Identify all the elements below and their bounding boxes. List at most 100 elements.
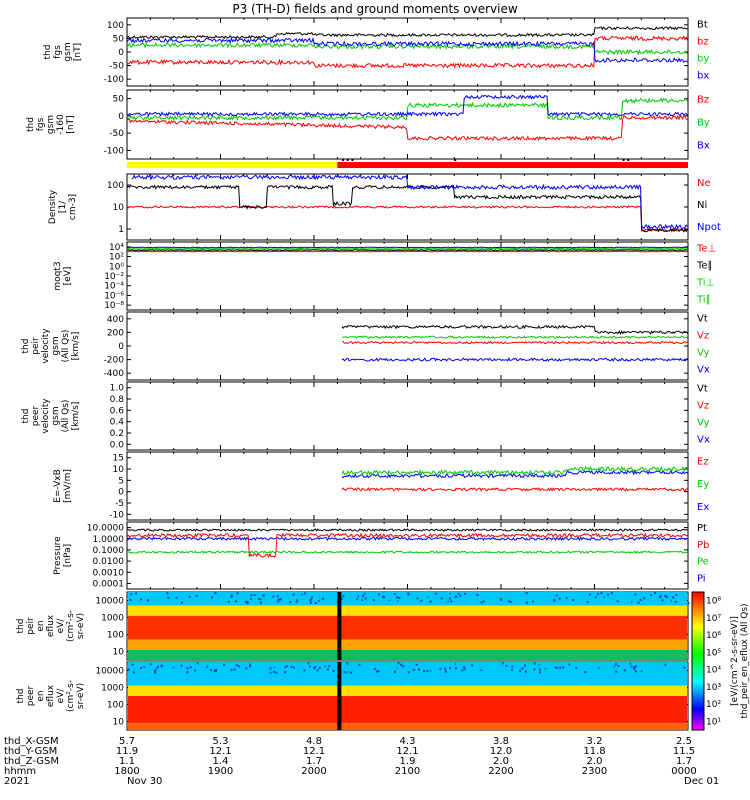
panel-peir-en-speckle [543, 593, 546, 596]
panel-pressure-ylabel: Pressure [nPa] [53, 536, 73, 575]
panel-peir-en-speckle [524, 601, 527, 604]
panel-peir-en-band [128, 615, 687, 640]
panel-peer-en-speckle [379, 663, 382, 666]
panel-peer-en-speckle [602, 668, 605, 671]
panel-peir-en-speckle [498, 596, 501, 599]
panel-peer-vel-ytick-label: 0.4 [110, 418, 125, 428]
panel-peer-en-speckle [245, 667, 248, 670]
panel-peer-en-speckle [127, 668, 130, 671]
panel-peir-en-speckle [525, 601, 528, 604]
panel-peer-en-speckle [628, 663, 631, 666]
panel-peir-en-speckle [420, 593, 423, 596]
panel-density-ytick-label: 1 [118, 225, 124, 235]
panel-peer-en-speckle [520, 669, 523, 672]
panel-peer-en-speckle [597, 666, 600, 669]
panel-peir-en-speckle [598, 594, 601, 597]
panel-peer-en-speckle [604, 669, 607, 672]
panel-peir-en-speckle [214, 592, 217, 595]
panel-peir-en-speckle [311, 596, 314, 599]
panel-peir-en-speckle [579, 597, 582, 600]
orbit-value: 3.2 [587, 736, 603, 747]
panel-peer-en-speckle [275, 671, 278, 674]
panel-peer-en-speckle [621, 662, 624, 665]
panel-peer-en-speckle [186, 671, 189, 674]
panel-peer-en-speckle [444, 670, 447, 673]
panel-peir-en-speckle [432, 592, 435, 595]
panel-peir-en-speckle [192, 598, 195, 601]
panel-fgs-ylabel: thd fgs gsm [nT] [43, 42, 83, 61]
panel-peir-en-speckle [464, 592, 467, 595]
panel-peer-en-speckle [245, 672, 248, 675]
panel-peir-en-speckle [262, 594, 265, 597]
series-te-perp [126, 250, 688, 253]
panel-peir-en-speckle [416, 597, 419, 600]
panel-peer-en-speckle [453, 662, 456, 665]
panel-peer-en-speckle [657, 666, 660, 669]
orbit-value: 11.9 [116, 746, 138, 757]
panel-density-legend-Ne: Ne [697, 178, 711, 189]
panel-peir-en-speckle [262, 596, 265, 599]
panel-peir-en-speckle [276, 595, 279, 598]
panel-peir-en-speckle [429, 600, 432, 603]
panel-peir-en-speckle [357, 595, 360, 598]
panel-pressure-ytick-label: 0.0010 [93, 568, 125, 578]
panel-peir-en-speckle [127, 595, 130, 598]
panel-peir-en-speckle [326, 599, 329, 602]
panel-peir-en-speckle [295, 599, 298, 602]
panel-peir-en-speckle [440, 597, 443, 600]
panel-fgs-lt-ylabel-line: -160 [56, 114, 66, 135]
panel-peer-en-speckle [299, 662, 302, 665]
colorbar-label-2: thd_peir_en_eflux (All Qs) [740, 603, 750, 718]
panel-peer-en-speckle [373, 667, 376, 670]
mode-bar-slow [127, 162, 338, 168]
panel-peer-en-speckle [412, 668, 415, 671]
panel-peir-en-speckle [612, 598, 615, 601]
panel-fgs-lt-ylabel-line: gsm [46, 115, 56, 134]
panel-pressure-frame [126, 521, 689, 590]
panel-peer-en-speckle [192, 662, 195, 665]
orbit-value: 4.8 [306, 736, 322, 747]
panel-peer-en-speckle [324, 666, 327, 669]
panel-peir-en-speckle [277, 600, 280, 603]
panel-peer-en-speckle [313, 667, 316, 670]
panel-peer-en-speckle [478, 667, 481, 670]
panel-peir-en-speckle [430, 596, 433, 599]
panel-peer-en-speckle [326, 668, 329, 671]
colorbar-tick-label: 10³ [706, 683, 721, 693]
panel-peer-en-speckle [343, 670, 346, 673]
panel-pressure-ytick-label: 1.0000 [93, 535, 125, 545]
panel-fgs-lt-ytick-label: -50 [109, 129, 124, 139]
panel-peir-en-speckle [361, 598, 364, 601]
panel-fgs-lt-legend-By: By [697, 118, 710, 129]
panel-peer-en-speckle [549, 668, 552, 671]
panel-peer-en-speckle [439, 667, 442, 670]
panel-peir-en-speckle [218, 594, 221, 597]
panel-peer-en-speckle [133, 664, 136, 667]
panel-peir-en-speckle [549, 598, 552, 601]
orbit-value: 1900 [208, 766, 233, 777]
panel-peir-en-speckle [270, 592, 273, 595]
orbit-value: 1.7 [676, 756, 692, 767]
panel-peir-en-speckle [418, 598, 421, 601]
panel-peir-en-speckle [634, 593, 637, 596]
panel-peer-en-speckle [217, 672, 220, 675]
panel-peir-en-speckle [505, 592, 508, 595]
colorbar-tick-label: 10² [706, 700, 721, 710]
panel-peir-en-speckle [180, 601, 183, 604]
panel-peir-en-speckle [403, 593, 406, 596]
panel-peir-en-band [128, 649, 687, 660]
series-ex [341, 469, 689, 479]
panel-peir-en-speckle [509, 596, 512, 599]
panel-peir-en-speckle [540, 600, 543, 603]
panel-peir-en-speckle [230, 594, 233, 597]
panel-peer-en-speckle [180, 664, 183, 667]
panel-peir-en-speckle [194, 601, 197, 604]
panel-peir-en-speckle [509, 600, 512, 603]
panel-peer-en-ytick-label: 10 [113, 718, 125, 728]
panel-temp-legend-Ti∥: Ti∥ [696, 294, 711, 305]
panel-peir-en-speckle [377, 596, 380, 599]
panel-peer-en-speckle [422, 665, 425, 668]
panel-peer-en-speckle [444, 665, 447, 668]
panel-peir-en-speckle [321, 597, 324, 600]
panel-peir-en-speckle [235, 594, 238, 597]
